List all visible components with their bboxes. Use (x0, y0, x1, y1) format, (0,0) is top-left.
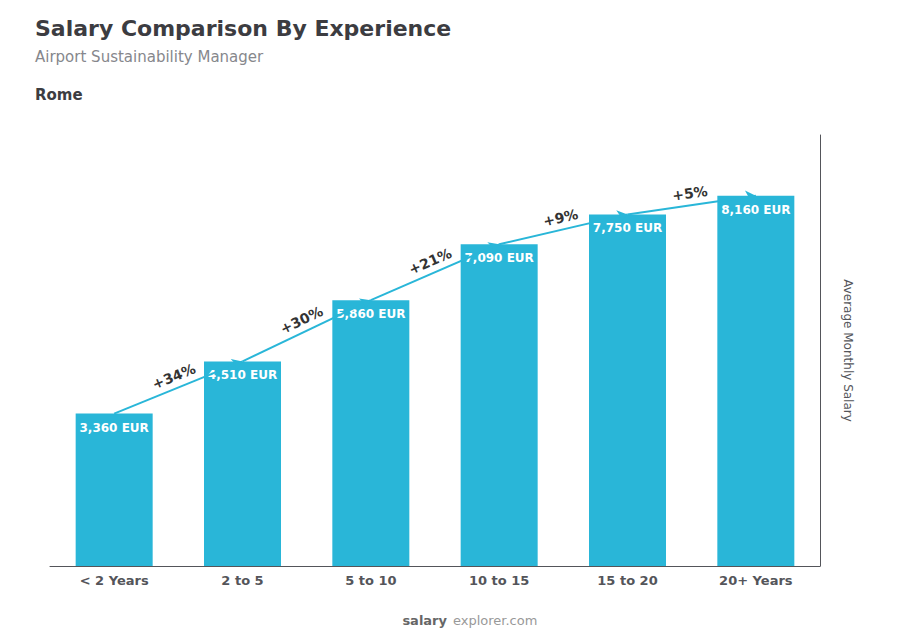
svg-text:+5%: +5% (671, 183, 708, 204)
svg-text:+21%: +21% (406, 245, 454, 278)
svg-text:4,510 EUR: 4,510 EUR (207, 368, 278, 383)
svg-text:8,160 EUR: 8,160 EUR (721, 203, 790, 217)
svg-text:salary: salary (402, 613, 447, 628)
svg-text:< 2 Years: < 2 Years (80, 573, 149, 588)
svg-text:+30%: +30% (278, 303, 326, 337)
svg-text:5 to 10: 5 to 10 (345, 573, 396, 588)
svg-text:2 to 5: 2 to 5 (221, 573, 263, 588)
svg-text:Airport Sustainability Manager: Airport Sustainability Manager (35, 48, 264, 66)
svg-text:+9%: +9% (542, 206, 580, 230)
svg-text:Rome: Rome (35, 86, 83, 104)
svg-text:+34%: +34% (150, 360, 198, 392)
svg-text:Salary Comparison By Experienc: Salary Comparison By Experience (35, 16, 451, 41)
svg-text:5,860 EUR: 5,860 EUR (336, 307, 405, 321)
svg-text:Average Monthly Salary: Average Monthly Salary (841, 279, 855, 422)
svg-text:3,360 EUR: 3,360 EUR (80, 421, 149, 435)
svg-text:7,750 EUR: 7,750 EUR (593, 221, 662, 235)
svg-text:7,090 EUR: 7,090 EUR (465, 251, 534, 265)
svg-text:15 to 20: 15 to 20 (597, 573, 657, 588)
svg-text:10 to 15: 10 to 15 (469, 573, 529, 588)
svg-text:explorer.com: explorer.com (453, 613, 537, 628)
svg-text:20+ Years: 20+ Years (719, 573, 793, 588)
